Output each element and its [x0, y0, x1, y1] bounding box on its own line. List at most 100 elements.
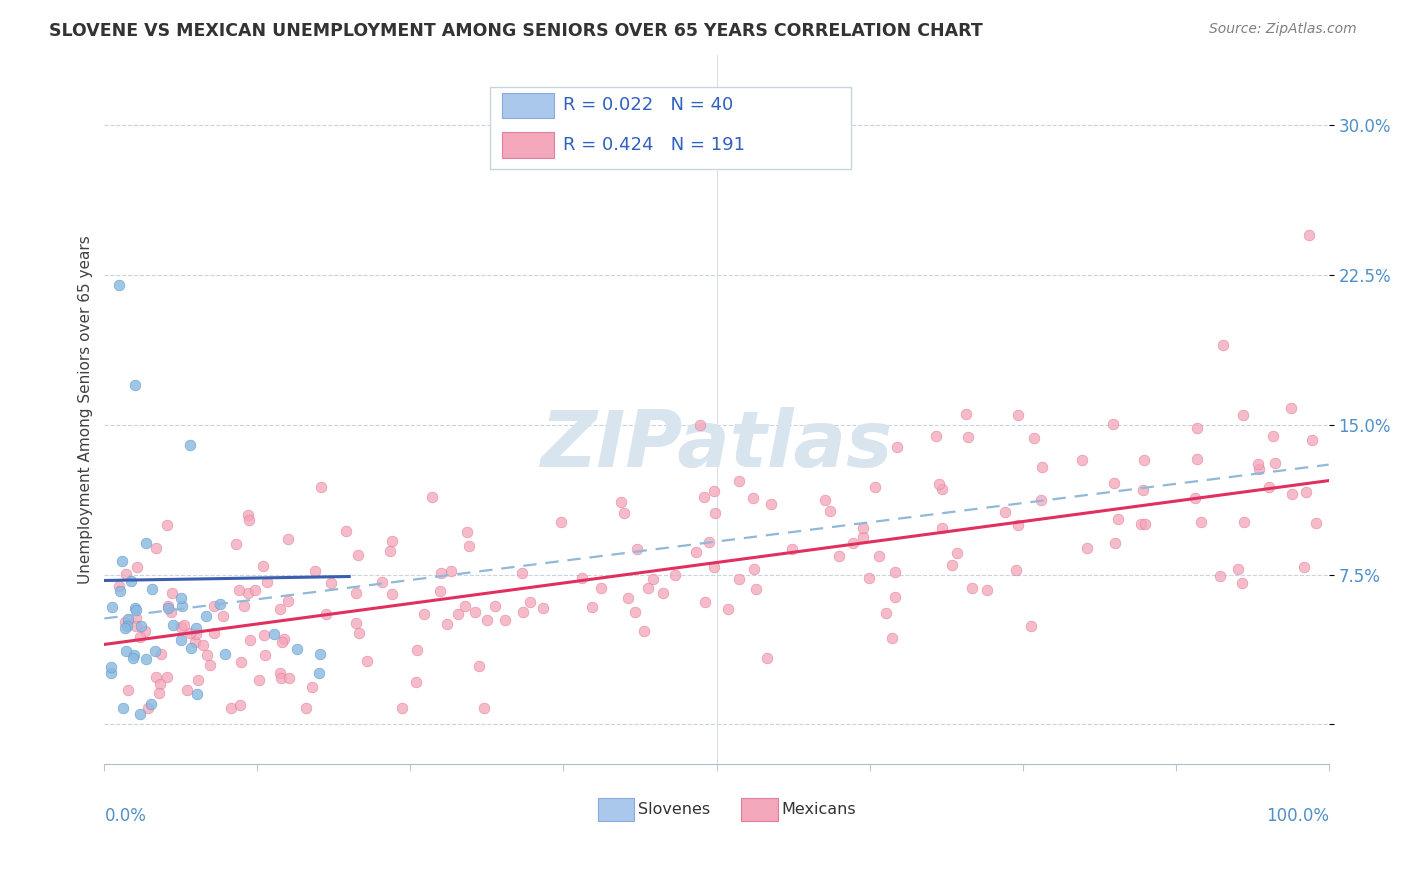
Point: [436, 617, 458, 632]
Point: [211, 609, 233, 624]
Point: [238, 513, 260, 527]
FancyBboxPatch shape: [502, 132, 554, 158]
FancyBboxPatch shape: [598, 798, 634, 821]
Point: [626, 541, 648, 556]
Point: [429, 584, 451, 599]
Point: [1246, 458, 1268, 472]
Point: [170, 591, 193, 605]
Point: [1133, 452, 1156, 467]
Point: [1209, 569, 1232, 583]
Point: [309, 480, 332, 494]
Point: [633, 624, 655, 638]
Point: [1005, 563, 1028, 577]
Point: [236, 586, 259, 600]
Point: [782, 542, 804, 557]
Point: [1187, 421, 1209, 435]
Point: [115, 619, 138, 633]
Point: [125, 619, 148, 633]
Point: [1292, 559, 1315, 574]
Point: [344, 586, 367, 600]
Point: [868, 549, 890, 563]
FancyBboxPatch shape: [741, 798, 778, 821]
Point: [1249, 461, 1271, 475]
Point: [370, 574, 392, 589]
Point: [308, 666, 330, 681]
Point: [472, 701, 495, 715]
Point: [129, 630, 152, 644]
Point: [1130, 517, 1153, 532]
Point: [925, 429, 948, 443]
Point: [391, 701, 413, 715]
Point: [378, 544, 401, 558]
Point: [162, 618, 184, 632]
Text: 0.0%: 0.0%: [104, 807, 146, 825]
Point: [209, 598, 232, 612]
Point: [1031, 459, 1053, 474]
Point: [225, 537, 247, 551]
Point: [134, 624, 156, 638]
Point: [941, 558, 963, 573]
Point: [100, 659, 122, 673]
Point: [100, 665, 122, 680]
Point: [1022, 431, 1045, 445]
Point: [420, 491, 443, 505]
Point: [1076, 541, 1098, 555]
Point: [129, 707, 152, 722]
Y-axis label: Unemployment Among Seniors over 65 years: Unemployment Among Seniors over 65 years: [79, 235, 93, 584]
Point: [356, 654, 378, 668]
Point: [495, 613, 517, 627]
Point: [273, 632, 295, 646]
Point: [689, 417, 711, 432]
Point: [704, 507, 727, 521]
Point: [759, 496, 782, 510]
Point: [252, 559, 274, 574]
Point: [637, 581, 659, 595]
Point: [184, 626, 207, 640]
Point: [742, 491, 765, 505]
Point: [886, 440, 908, 454]
Point: [756, 651, 779, 665]
Point: [1031, 492, 1053, 507]
Point: [114, 621, 136, 635]
Point: [1261, 429, 1284, 443]
Point: [247, 673, 270, 687]
Point: [957, 429, 980, 443]
Point: [111, 701, 134, 715]
Point: [1019, 619, 1042, 633]
Text: R = 0.424   N = 191: R = 0.424 N = 191: [564, 136, 745, 154]
Point: [179, 437, 201, 451]
Point: [617, 591, 640, 605]
Point: [884, 591, 907, 605]
Point: [170, 620, 193, 634]
Point: [122, 650, 145, 665]
Point: [269, 602, 291, 616]
Point: [550, 515, 572, 529]
Point: [652, 586, 675, 600]
Point: [183, 635, 205, 649]
Point: [180, 640, 202, 655]
Point: [148, 686, 170, 700]
Point: [728, 474, 751, 488]
Point: [1185, 451, 1208, 466]
Point: [405, 674, 427, 689]
Point: [135, 652, 157, 666]
Point: [219, 701, 242, 715]
Point: [129, 619, 152, 633]
Point: [695, 594, 717, 608]
Point: [127, 560, 149, 574]
Point: [863, 480, 886, 494]
Point: [1305, 516, 1327, 530]
Point: [976, 583, 998, 598]
Point: [842, 536, 865, 550]
Point: [464, 605, 486, 619]
Point: [156, 599, 179, 613]
Point: [1007, 517, 1029, 532]
Text: Source: ZipAtlas.com: Source: ZipAtlas.com: [1209, 22, 1357, 37]
Point: [187, 673, 209, 688]
Point: [702, 484, 724, 499]
Point: [882, 631, 904, 645]
Point: [512, 606, 534, 620]
Point: [347, 626, 370, 640]
Point: [1102, 417, 1125, 432]
Point: [955, 408, 977, 422]
